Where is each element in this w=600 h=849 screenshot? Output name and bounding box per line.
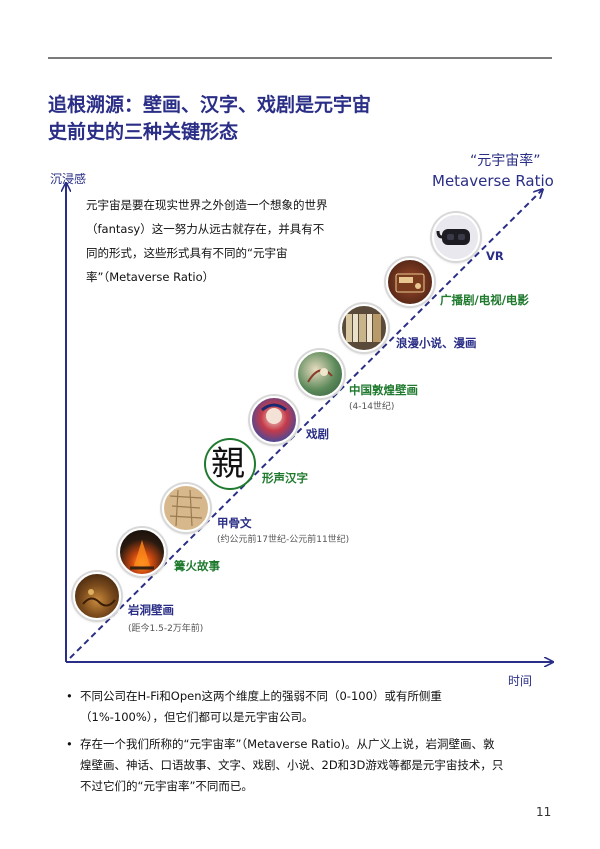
metaverse-ratio-trend-arrow [69,190,542,659]
page-title: 追根溯源：壁画、汉字、戏剧是元宇宙 史前史的三种关键形态 [48,92,371,146]
stage-label-dunhuang: 中国敦煌壁画 [349,383,418,397]
stage-label-cave-painting: 岩洞壁画 [128,603,174,617]
dunhuang-mural-drawing [307,368,333,383]
page-title-line-1: 追根溯源：壁画、汉字、戏剧是元宇宙 [48,94,372,116]
page-title-line-2: 史前史的三种关键形态 [48,121,239,143]
dunhuang-mural-image [296,350,344,398]
top-rule [48,57,552,59]
stage-label-vr: VR [486,249,504,263]
x-axis-label: 时间 [508,674,533,688]
stage-note-cave-painting: (距今1.5-2万年前) [128,624,204,634]
bullet-item: • 不同公司在H-Fi和Open这两个维度上的强弱不同（0-100）或有所侧重（… [66,686,506,728]
stage-label-opera: 戏剧 [306,427,329,441]
stage-label-novels-comics: 浪漫小说、漫画 [396,336,477,350]
oracle-bone-image [162,484,210,532]
page-number: 11 [536,805,552,819]
stage-label-radio-tv-film: 广播剧/电视/电影 [440,293,529,307]
stage-label-campfire: 篝火故事 [174,559,220,573]
metaverse-ratio-label-en: Metaverse Ratio [432,172,554,190]
novels-comics-image [340,304,388,352]
opera-mask-drawing [261,403,287,424]
bullet-text: 存在一个我们所称的“元宇宙率”（Metaverse Ratio)。从广义上说，岩… [80,737,504,793]
campfire-drawing [130,540,154,570]
metaverse-ratio-label-cn: “元宇宙率” [470,153,541,169]
stage-note-oracle-bone: (约公元前17世纪-公元前11世纪) [217,535,350,545]
bullet-list: • 不同公司在H-Fi和Open这两个维度上的强弱不同（0-100）或有所侧重（… [66,686,506,803]
campfire-image [118,528,166,576]
bullet-text: 不同公司在H-Fi和Open这两个维度上的强弱不同（0-100）或有所侧重（1%… [80,689,442,724]
intro-text: 元宇宙是要在现实世界之外创造一个想象的世界（fantasy）这一努力从远古就存在… [86,198,328,284]
vr-headset-drawing [436,229,470,245]
oracle-bone-drawing [169,489,203,527]
y-axis-label: 沉浸感 [50,172,87,186]
character-glyph: 親 [211,444,245,484]
bullet-dot: • [66,689,73,703]
radio-tv-film-image [386,258,434,306]
bullet-item: • 存在一个我们所称的“元宇宙率”（Metaverse Ratio)。从广义上说… [66,734,506,797]
radio-drawing [395,273,425,293]
cave-painting-image [73,572,121,620]
bullet-dot: • [66,737,73,751]
stage-note-dunhuang: (4-14世纪) [349,402,395,412]
phono-semantic-character-image: 親 [206,440,254,488]
vr-headset-image [432,213,480,261]
stage-label-oracle-bone: 甲骨文 [217,516,252,530]
cave-painting-drawing [82,589,116,607]
bookshelf-drawing [346,314,381,342]
opera-image [250,396,298,444]
stage-label-phono-semantic: 形声汉字 [262,471,308,485]
